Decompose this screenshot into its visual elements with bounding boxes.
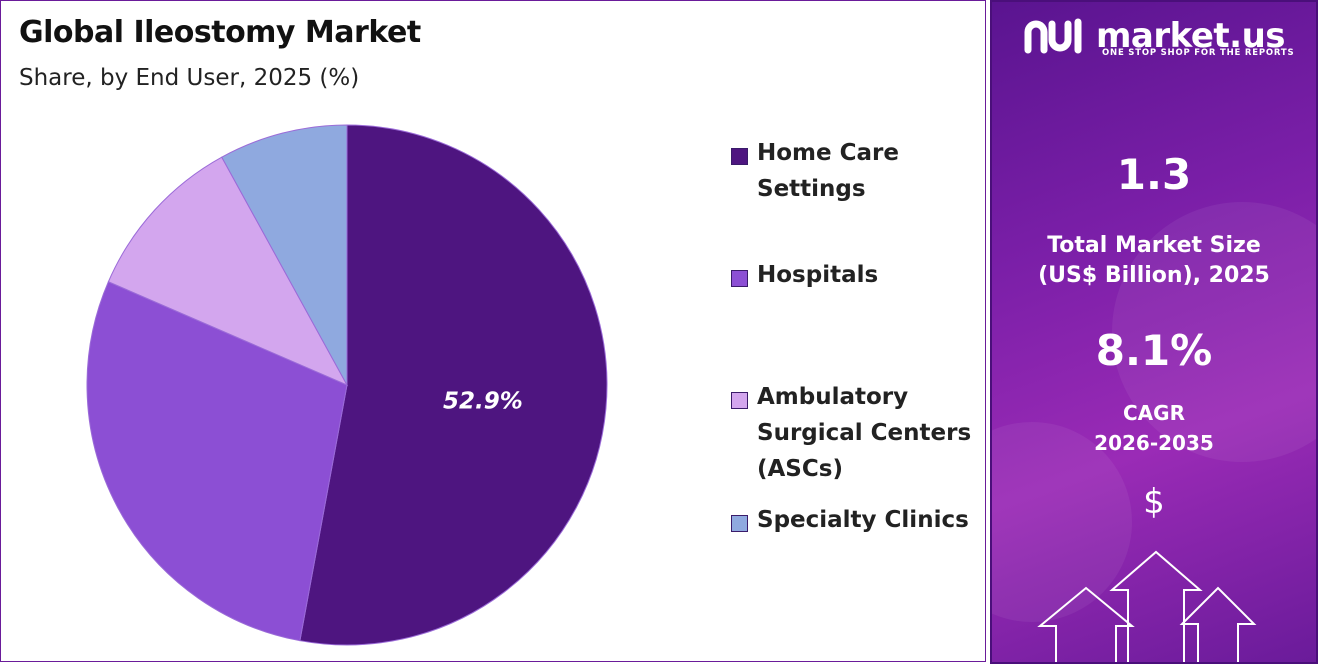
market-size-label-line: (US$ Billion), 2025: [1038, 263, 1270, 288]
brand-name: market.us: [1096, 16, 1286, 56]
legend-swatch-home-care: [731, 148, 748, 165]
legend-label-line: Home Care: [757, 140, 899, 166]
cagr-label-line: 2026-2035: [1094, 431, 1214, 455]
pie-slice-ascs: [107, 156, 349, 387]
pie-chart: 52.9%: [86, 124, 608, 646]
legend-item-hospitals: Hospitals: [731, 262, 879, 293]
legend-item-specialty-clinics: Specialty Clinics: [731, 507, 969, 538]
brand-logo: market.us: [1022, 16, 1286, 56]
market-us-logo-icon: [1024, 18, 1082, 54]
pie-slice-home-care-settings: [299, 124, 608, 646]
legend-label-line: Hospitals: [757, 262, 879, 288]
cagr-value: 8.1%: [1095, 326, 1213, 375]
legend-label-line: Surgical Centers: [757, 420, 972, 446]
market-size-label: Total Market Size (US$ Billion), 2025: [992, 231, 1316, 291]
growth-arrows-icon: [1037, 550, 1257, 662]
background-decoration: [1112, 202, 1316, 462]
chart-title: Global Ileostomy Market: [19, 15, 421, 50]
pie-slice-hospitals: [86, 281, 348, 642]
legend-swatch-ascs: [731, 392, 748, 409]
chart-panel: Global Ileostomy Market Share, by End Us…: [0, 0, 986, 662]
legend-item-ascs: Ambulatory Surgical Centers (ASCs): [731, 384, 972, 487]
market-size-value: 1.3: [1116, 150, 1192, 199]
legend-label-line: (ASCs): [757, 456, 843, 482]
market-size-label-line: Total Market Size: [1047, 233, 1261, 258]
legend-label-line: Specialty Clinics: [757, 507, 969, 533]
legend-label-line: Ambulatory: [757, 384, 909, 410]
cagr-label: CAGR 2026-2035: [992, 398, 1316, 458]
cagr-label-line: CAGR: [1123, 401, 1185, 425]
pie-slice-specialty-clinics: [221, 124, 348, 386]
summary-panel: market.us ONE STOP SHOP FOR THE REPORTS …: [990, 0, 1318, 664]
dollar-icon: $: [1143, 482, 1165, 522]
legend-item-home-care: Home Care Settings: [731, 140, 899, 207]
brand-tagline: ONE STOP SHOP FOR THE REPORTS: [1102, 48, 1295, 58]
legend-label-line: Settings: [757, 176, 866, 202]
chart-subtitle: Share, by End User, 2025 (%): [19, 65, 360, 91]
legend-swatch-specialty-clinics: [731, 515, 748, 532]
pie-data-label: 52.9%: [443, 389, 523, 415]
legend-swatch-hospitals: [731, 270, 748, 287]
